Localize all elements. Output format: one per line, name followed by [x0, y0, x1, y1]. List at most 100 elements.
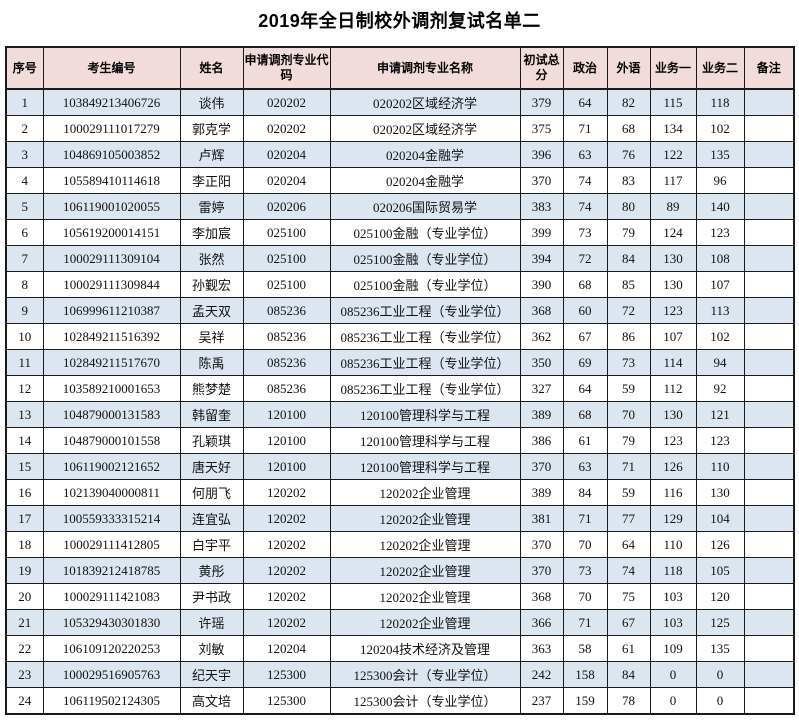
table-row: 2 100029111017279 郭克学 020202 020202区域经济学 375 7…: [5, 115, 795, 142]
cell-politics: 73: [562, 219, 608, 246]
header-cell-foreign: 外语: [606, 46, 651, 90]
cell-foreign: 64: [606, 531, 651, 558]
cell-total: 381: [519, 505, 564, 532]
cell-foreign: 59: [606, 479, 651, 506]
cell-major-name: 025100金融（专业学位）: [329, 245, 521, 272]
cell-remark: [743, 88, 795, 116]
cell-politics: 73: [562, 557, 608, 584]
cell-remark: [743, 323, 795, 350]
cell-major-code: 120100: [242, 427, 331, 454]
cell-subject2: 92: [695, 375, 745, 402]
cell-major-name: 025100金融（专业学位）: [329, 271, 521, 298]
cell-major-name: 085236工业工程（专业学位）: [329, 349, 521, 376]
cell-candidate: 100029111017279: [42, 115, 181, 142]
cell-politics: 63: [562, 141, 608, 168]
cell-candidate: 106119502124305: [42, 687, 181, 715]
cell-foreign: 73: [606, 349, 651, 376]
cell-total: 370: [519, 453, 564, 480]
cell-subject1: 130: [649, 245, 697, 272]
cell-serial: 17: [5, 505, 44, 532]
cell-foreign: 71: [606, 453, 651, 480]
cell-subject1: 130: [649, 401, 697, 428]
cell-politics: 71: [562, 609, 608, 636]
cell-subject2: 0: [695, 661, 745, 688]
cell-subject1: 0: [649, 661, 697, 688]
cell-name: 孟天双: [179, 297, 244, 324]
cell-total: 327: [519, 375, 564, 402]
cell-major-name: 120100管理科学与工程: [329, 427, 521, 454]
cell-name: 李加宸: [179, 219, 244, 246]
cell-serial: 13: [5, 401, 44, 428]
cell-subject1: 116: [649, 479, 697, 506]
roster-body: 1 103849213406726 谈伟 020202 020202区域经济学 379 64…: [5, 88, 795, 715]
cell-remark: [743, 375, 795, 402]
cell-politics: 64: [562, 375, 608, 402]
table-row: 14 104879000101558 孔颖琪 120100 120100管理科学与工程 3…: [5, 427, 795, 454]
cell-remark: [743, 297, 795, 324]
cell-foreign: 84: [606, 661, 651, 688]
cell-subject2: 135: [695, 141, 745, 168]
table-row: 6 105619200014151 李加宸 025100 025100金融（专业学位） 3…: [5, 219, 795, 246]
cell-foreign: 74: [606, 557, 651, 584]
cell-subject2: 110: [695, 453, 745, 480]
cell-major-name: 125300会计（专业学位）: [329, 661, 521, 688]
cell-major-name: 120204技术经济及管理: [329, 635, 521, 662]
cell-serial: 5: [5, 193, 44, 220]
cell-serial: 15: [5, 453, 44, 480]
table-row: 13 104879000131583 韩留奎 120100 120100管理科学与工程 3…: [5, 401, 795, 428]
cell-foreign: 84: [606, 245, 651, 272]
cell-remark: [743, 505, 795, 532]
cell-total: 389: [519, 401, 564, 428]
cell-name: 雷婷: [179, 193, 244, 220]
header-cell-serial: 序号: [5, 46, 44, 90]
cell-major-code: 120204: [242, 635, 331, 662]
cell-foreign: 61: [606, 635, 651, 662]
cell-serial: 9: [5, 297, 44, 324]
cell-remark: [743, 245, 795, 272]
cell-total: 350: [519, 349, 564, 376]
cell-total: 370: [519, 167, 564, 194]
header-row: 序号 考生编号 姓名 申请调剂专业代码 申请调剂专业名称 初试总分 政治 外语 业务一 业务二 备注: [5, 46, 795, 90]
cell-foreign: 76: [606, 141, 651, 168]
cell-serial: 10: [5, 323, 44, 350]
cell-candidate: 100029111421083: [42, 583, 181, 610]
header-cell-subject1: 业务一: [649, 46, 697, 90]
cell-subject2: 123: [695, 427, 745, 454]
table-row: 4 105589410114618 李正阳 020204 020204金融学 370 74 8…: [5, 167, 795, 194]
cell-total: 383: [519, 193, 564, 220]
cell-foreign: 70: [606, 401, 651, 428]
cell-politics: 68: [562, 401, 608, 428]
cell-candidate: 106119002121652: [42, 453, 181, 480]
cell-candidate: 106109120220253: [42, 635, 181, 662]
table-row: 7 100029111309104 张然 025100 025100金融（专业学位） 39…: [5, 245, 795, 272]
cell-subject1: 118: [649, 557, 697, 584]
cell-remark: [743, 271, 795, 298]
cell-major-name: 085236工业工程（专业学位）: [329, 297, 521, 324]
cell-major-code: 120100: [242, 453, 331, 480]
cell-major-code: 020202: [242, 88, 331, 116]
cell-subject2: 140: [695, 193, 745, 220]
cell-serial: 20: [5, 583, 44, 610]
cell-remark: [743, 219, 795, 246]
cell-name: 刘敏: [179, 635, 244, 662]
cell-major-code: 125300: [242, 661, 331, 688]
cell-total: 389: [519, 479, 564, 506]
cell-subject1: 103: [649, 609, 697, 636]
cell-major-code: 120202: [242, 479, 331, 506]
cell-subject1: 107: [649, 323, 697, 350]
cell-serial: 16: [5, 479, 44, 506]
cell-subject1: 103: [649, 583, 697, 610]
cell-subject2: 118: [695, 88, 745, 116]
cell-major-code: 020204: [242, 167, 331, 194]
cell-subject2: 104: [695, 505, 745, 532]
cell-remark: [743, 453, 795, 480]
cell-remark: [743, 193, 795, 220]
cell-candidate: 100029111412805: [42, 531, 181, 558]
cell-subject1: 122: [649, 141, 697, 168]
cell-name: 孙觐宏: [179, 271, 244, 298]
cell-remark: [743, 427, 795, 454]
table-row: 16 102139040000811 何朋飞 120202 120202企业管理 389 8…: [5, 479, 795, 506]
cell-name: 郭克学: [179, 115, 244, 142]
cell-major-name: 120100管理科学与工程: [329, 401, 521, 428]
cell-major-code: 085236: [242, 323, 331, 350]
